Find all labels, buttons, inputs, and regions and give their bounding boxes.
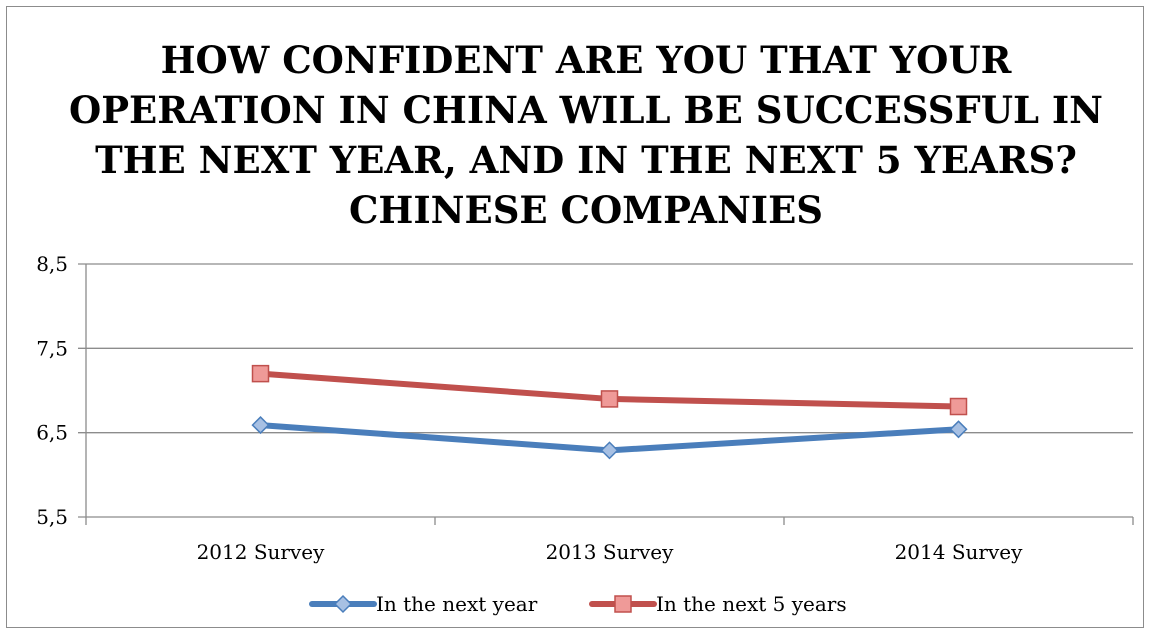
legend-marker-1	[614, 595, 632, 613]
y-tick-label: 8,5	[36, 252, 68, 276]
data-point-marker	[600, 390, 619, 408]
chart-title-line-3: THE NEXT YEAR, AND IN THE NEXT 5 YEARS?	[95, 138, 1077, 182]
series-lines	[251, 364, 968, 460]
chart-title-line-1: HOW CONFIDENT ARE YOU THAT YOUR	[161, 38, 1012, 82]
y-tick-label: 6,5	[36, 421, 68, 445]
chart-title: HOW CONFIDENT ARE YOU THAT YOUR OPERATIO…	[69, 38, 1103, 232]
legend-label-0: In the next year	[376, 592, 538, 616]
data-point-marker	[251, 364, 270, 383]
x-tick-label: 2014 Survey	[895, 540, 1024, 564]
y-tick-label: 7,5	[36, 336, 68, 360]
y-tick-label: 5,5	[36, 505, 68, 529]
chart-title-line-2: OPERATION IN CHINA WILL BE SUCCESSFUL IN	[69, 88, 1103, 132]
legend-label-1: In the next 5 years	[656, 592, 847, 616]
x-tick-label: 2012 Survey	[197, 540, 326, 564]
data-point-marker	[600, 441, 619, 460]
data-point-marker	[251, 416, 270, 435]
chart-frame	[6, 6, 1144, 628]
data-point-marker	[949, 397, 968, 416]
legend-marker-0	[333, 594, 353, 614]
chart-title-line-4: CHINESE COMPANIES	[349, 188, 823, 232]
data-point-marker	[949, 420, 968, 439]
legend: In the next year In the next 5 years	[309, 592, 847, 616]
axes: 5,5 6,5 7,5 8,5 2012 Survey 2013 Survey 2014 S…	[36, 252, 1134, 564]
x-tick-label: 2013 Survey	[546, 540, 675, 564]
